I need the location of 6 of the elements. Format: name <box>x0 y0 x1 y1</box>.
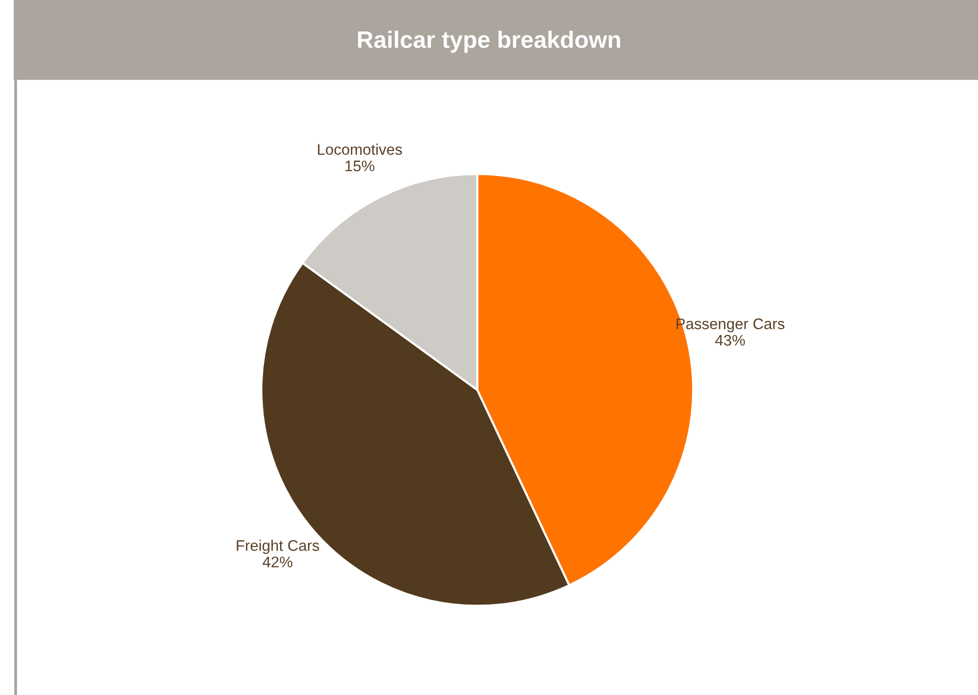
slice-label: Freight Cars <box>236 540 320 554</box>
chart-title: Railcar type breakdown <box>358 30 620 53</box>
data-label: 15% <box>346 160 374 172</box>
slice-label: Locomotives <box>318 144 402 155</box>
data-label: 43% <box>715 334 745 346</box>
data-label: 42% <box>262 556 292 568</box>
